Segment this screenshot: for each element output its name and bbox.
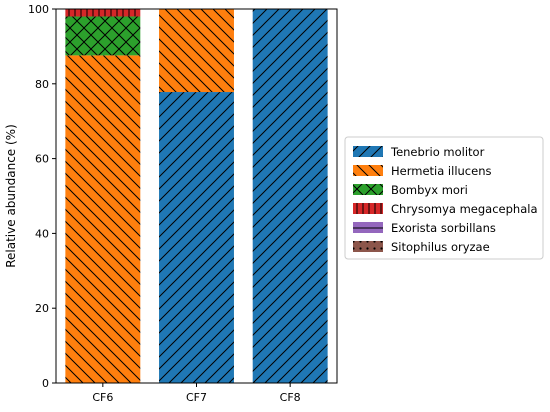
legend-swatch <box>353 241 383 252</box>
bar-CF6-chrysomya-megacephala <box>65 9 141 17</box>
legend-label: Exorista sorbillans <box>391 221 496 235</box>
y-tick-label: 80 <box>35 78 49 91</box>
x-tick-label: CF8 <box>280 391 301 404</box>
y-axis: 0 20 40 60 80 100 <box>28 3 56 390</box>
legend-swatch <box>353 165 383 176</box>
legend-label: Hermetia illucens <box>391 164 492 178</box>
y-tick-label: 20 <box>35 302 49 315</box>
y-tick-label: 0 <box>42 377 49 390</box>
bar-CF6-hermetia-illucens <box>65 55 141 383</box>
bar-CF7-tenebrio-molitor <box>159 92 234 383</box>
legend-label: Chrysomya megacephala <box>391 202 538 216</box>
legend-swatch <box>353 222 383 233</box>
x-axis: CF6 CF7 CF8 <box>92 383 301 404</box>
legend-label: Sitophilus oryzae <box>391 240 490 254</box>
y-tick-label: 100 <box>28 3 49 16</box>
bar-CF6-bombyx-mori <box>65 16 141 56</box>
legend-box <box>344 136 544 260</box>
x-tick-label: CF6 <box>92 391 113 404</box>
legend-swatch <box>353 203 383 214</box>
bar-CF7-hermetia-illucens <box>159 9 234 93</box>
legend-swatch <box>353 184 383 195</box>
x-tick-label: CF7 <box>186 391 207 404</box>
y-tick-label: 60 <box>35 153 49 166</box>
legend-label: Bombyx mori <box>391 183 468 197</box>
y-axis-label: Relative abundance (%) <box>4 124 18 268</box>
legend-label: Tenebrio molitor <box>390 145 485 159</box>
bar-CF8-tenebrio-molitor <box>252 9 328 383</box>
y-tick-label: 40 <box>35 227 49 240</box>
legend-swatch <box>353 146 383 157</box>
legend: Tenebrio molitor Hermetia illucens Bombyx … <box>344 136 544 260</box>
bars-group <box>65 9 328 383</box>
